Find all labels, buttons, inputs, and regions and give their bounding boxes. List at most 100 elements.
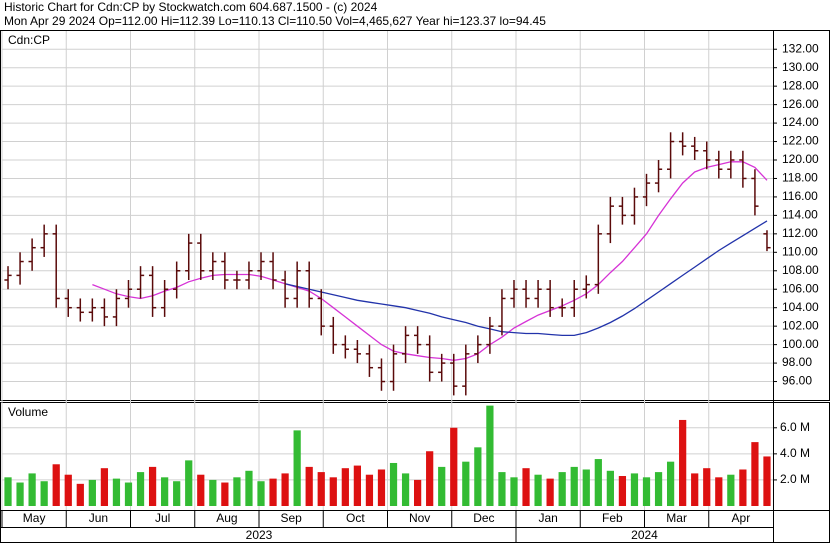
volume-bar bbox=[450, 427, 458, 506]
y-tick-label: 120.00 bbox=[782, 152, 819, 166]
volume-bar bbox=[462, 461, 470, 506]
volume-bar bbox=[414, 479, 422, 506]
volume-bar bbox=[389, 462, 398, 506]
volume-bar bbox=[739, 469, 747, 506]
volume-bar bbox=[185, 460, 193, 506]
volume-bar bbox=[510, 477, 518, 506]
volume-bar bbox=[28, 473, 36, 506]
moving-average bbox=[284, 220, 768, 337]
volume-bar bbox=[52, 464, 60, 506]
volume-bar bbox=[498, 472, 506, 506]
volume-bar bbox=[16, 482, 24, 506]
volume-bar bbox=[88, 479, 96, 506]
y-tick-label: 132.00 bbox=[782, 41, 819, 55]
volume-bar bbox=[558, 472, 566, 506]
volume-bar bbox=[281, 473, 289, 506]
volume-bar bbox=[124, 482, 133, 506]
volume-bar bbox=[209, 479, 217, 506]
volume-bar bbox=[474, 447, 482, 506]
y-tick-label: 124.00 bbox=[782, 115, 819, 129]
x-tick-label: Oct bbox=[346, 511, 365, 525]
volume-bar bbox=[40, 481, 48, 506]
y-tick-label: 116.00 bbox=[782, 189, 818, 203]
volume-bar bbox=[64, 474, 72, 506]
volume-bar bbox=[173, 481, 181, 506]
volume-bar bbox=[221, 482, 229, 506]
volume-bar bbox=[112, 478, 121, 506]
year-label: 2024 bbox=[631, 528, 658, 542]
header-line-2: Mon Apr 29 2024 Op=112.00 Hi=112.39 Lo=1… bbox=[4, 14, 546, 28]
y-tick-label: 106.00 bbox=[782, 281, 819, 295]
x-tick-label: Sep bbox=[280, 511, 302, 525]
volume-bar bbox=[269, 478, 277, 506]
y-tick-label: 102.00 bbox=[782, 318, 819, 332]
y-tick-label: 114.00 bbox=[782, 208, 818, 222]
volume-bar bbox=[570, 466, 578, 506]
volume-bar bbox=[546, 478, 554, 506]
y-tick-label: 118.00 bbox=[782, 171, 818, 185]
volume-bar bbox=[257, 481, 265, 506]
volume-bar bbox=[305, 466, 313, 506]
x-tick-label: Apr bbox=[732, 511, 751, 525]
y-tick-label: 108.00 bbox=[782, 263, 819, 277]
volume-bar bbox=[486, 405, 494, 506]
volume-bar bbox=[715, 477, 723, 506]
x-tick-label: Mar bbox=[666, 511, 687, 525]
y-tick-label: 126.00 bbox=[782, 97, 819, 111]
y-tick-label: 128.00 bbox=[782, 78, 819, 92]
y-tick-label: 122.00 bbox=[782, 134, 819, 148]
volume-bar bbox=[365, 474, 374, 506]
volume-bar bbox=[582, 469, 590, 506]
volume-bar bbox=[76, 483, 84, 506]
x-tick-label: Feb bbox=[602, 511, 623, 525]
volume-bar bbox=[4, 477, 12, 506]
volume-bar bbox=[148, 466, 157, 506]
header-line-1: Historic Chart for Cdn:CP by Stockwatch.… bbox=[4, 0, 378, 14]
volume-bar bbox=[293, 430, 301, 506]
x-tick-label: Dec bbox=[473, 511, 494, 525]
volume-bar bbox=[642, 477, 651, 506]
y-tick-label: 4.0 M bbox=[780, 446, 810, 460]
y-tick-label: 112.00 bbox=[782, 226, 818, 240]
volume-bar bbox=[136, 472, 145, 506]
volume-bar bbox=[438, 466, 446, 506]
volume-bar bbox=[703, 468, 711, 506]
y-tick-label: 2.0 M bbox=[780, 472, 810, 486]
year-label: 2023 bbox=[246, 528, 273, 542]
y-tick-label: 130.00 bbox=[782, 60, 819, 74]
volume-bar bbox=[618, 476, 627, 506]
y-tick-label: 98.00 bbox=[782, 355, 812, 369]
volume-bar bbox=[666, 461, 675, 506]
x-tick-label: Nov bbox=[409, 511, 430, 525]
x-tick-label: Jan bbox=[538, 511, 557, 525]
volume-bar bbox=[534, 474, 542, 506]
volume-bar bbox=[197, 474, 205, 506]
volume-bar bbox=[654, 472, 663, 506]
volume-bar bbox=[426, 451, 434, 506]
volume-bar bbox=[727, 474, 735, 506]
volume-bar bbox=[691, 473, 699, 506]
x-tick-label: May bbox=[23, 511, 46, 525]
volume-bar bbox=[763, 456, 771, 506]
volume-bar bbox=[353, 465, 361, 506]
volume-bar bbox=[606, 470, 614, 506]
y-tick-label: 96.00 bbox=[782, 374, 812, 388]
y-tick-label: 104.00 bbox=[782, 300, 819, 314]
volume-label: Volume bbox=[8, 405, 48, 419]
volume-bar bbox=[245, 470, 253, 506]
x-tick-label: Jul bbox=[155, 511, 170, 525]
volume-bar bbox=[329, 477, 337, 506]
y-tick-label: 110.00 bbox=[782, 244, 818, 258]
price-label: Cdn:CP bbox=[8, 33, 50, 47]
y-tick-label: 6.0 M bbox=[780, 420, 810, 434]
y-tick-label: 100.00 bbox=[782, 337, 819, 351]
volume-bar bbox=[679, 419, 687, 506]
volume-bar bbox=[100, 468, 109, 506]
volume-bar bbox=[751, 442, 759, 506]
volume-bar bbox=[341, 468, 349, 506]
volume-bar bbox=[233, 477, 241, 506]
volume-bar bbox=[401, 473, 410, 506]
x-tick-label: Jun bbox=[89, 511, 108, 525]
